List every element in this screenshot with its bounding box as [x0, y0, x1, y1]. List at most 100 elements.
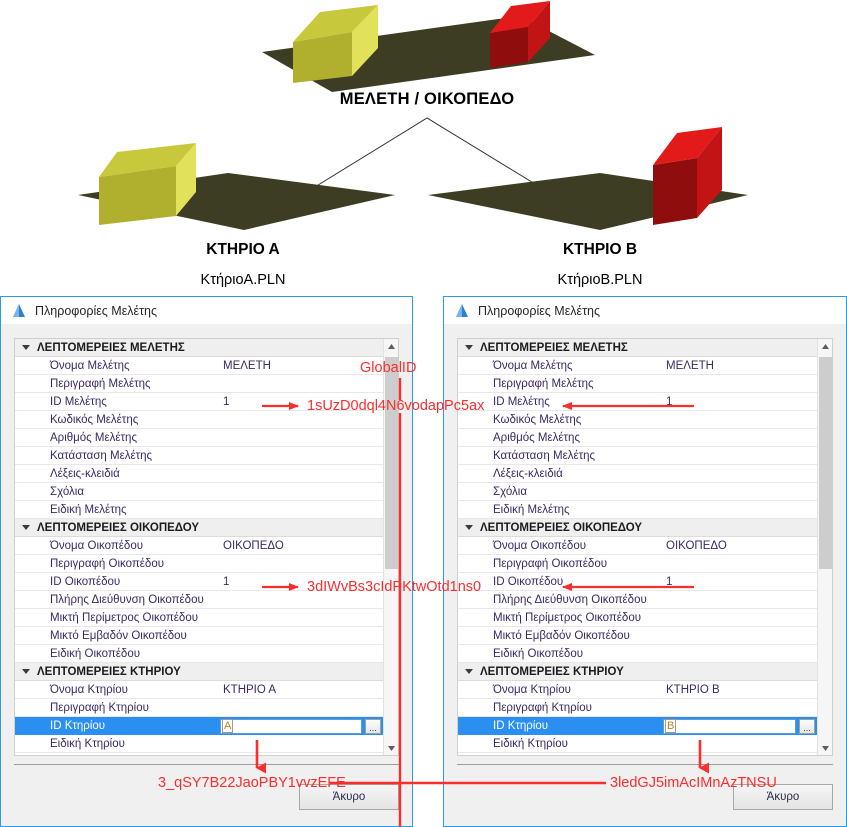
property-group-header[interactable]: ΛΕΠΤΟΜΕΡΕΙΕΣ ΜΕΛΕΤΗΣ: [15, 339, 383, 357]
property-row[interactable]: Περιγραφή Μελέτης: [15, 375, 383, 393]
building-id-input[interactable]: A: [220, 718, 362, 734]
property-row[interactable]: ID Μελέτης 1: [458, 393, 817, 411]
property-row[interactable]: Περιγραφή Οικοπέδου: [458, 555, 817, 573]
property-row[interactable]: Όνομα Οικοπέδου ΟΙΚΟΠΕΔΟ: [15, 537, 383, 555]
property-row[interactable]: Όνομα Κτηρίου ΚΤΗΡΙΟ Α: [15, 681, 383, 699]
property-group-header[interactable]: ΛΕΠΤΟΜΕΡΕΙΕΣ ΟΙΚΟΠΕΔΟΥ: [15, 519, 383, 537]
property-row[interactable]: Μικτή Περίμετρος Οικοπέδου: [458, 609, 817, 627]
property-row[interactable]: Ειδική Κτηρίου: [15, 735, 383, 753]
browse-ellipsis-button[interactable]: ...: [799, 718, 815, 734]
scroll-up-arrow-icon[interactable]: [384, 339, 399, 353]
property-label: Μικτή Περίμετρος Οικοπέδου: [50, 611, 199, 624]
property-group-header[interactable]: ΛΕΠΤΟΜΕΡΕΙΕΣ ΚΤΗΡΙΟΥ: [458, 663, 817, 681]
chevron-down-icon[interactable]: [15, 524, 37, 532]
property-row-selected[interactable]: ID Κτηρίου A...: [15, 717, 383, 735]
property-value: 1: [666, 575, 673, 588]
property-row[interactable]: Κατάσταση Μελέτης: [458, 447, 817, 465]
property-row[interactable]: Ειδική Οικοπέδου: [458, 645, 817, 663]
chevron-down-icon[interactable]: [15, 668, 37, 676]
property-row[interactable]: Ειδική Κτηρίου: [458, 735, 817, 753]
dialog-body-left: ΛΕΠΤΟΜΕΡΕΙΕΣ ΜΕΛΕΤΗΣ Όνομα Μελέτης ΜΕΛΕΤΗ Π…: [1, 324, 412, 764]
property-row[interactable]: Περιγραφή Οικοπέδου: [15, 555, 383, 573]
property-grid-left[interactable]: ΛΕΠΤΟΜΕΡΕΙΕΣ ΜΕΛΕΤΗΣ Όνομα Μελέτης ΜΕΛΕΤΗ Π…: [14, 338, 399, 756]
property-group-header[interactable]: ΛΕΠΤΟΜΕΡΕΙΕΣ ΟΙΚΟΠΕΔΟΥ: [458, 519, 817, 537]
dialog-title-left: Πληροφορίες Μελέτης: [35, 303, 158, 318]
property-label: ID Μελέτης: [50, 395, 107, 408]
property-group-header[interactable]: ΛΕΠΤΟΜΕΡΕΙΕΣ ΜΕΛΕΤΗΣ: [458, 339, 817, 357]
property-edit-cell[interactable]: A...: [220, 718, 381, 734]
property-label: ID Κτηρίου: [50, 719, 106, 732]
property-grid-rows-left: ΛΕΠΤΟΜΕΡΕΙΕΣ ΜΕΛΕΤΗΣ Όνομα Μελέτης ΜΕΛΕΤΗ Π…: [15, 339, 383, 755]
property-row[interactable]: Λέξεις-κλειδιά: [458, 465, 817, 483]
chevron-down-icon[interactable]: [458, 344, 480, 352]
property-row[interactable]: Μικτό Εμβαδόν Οικοπέδου: [458, 627, 817, 645]
property-value: ΜΕΛΕΤΗ: [223, 359, 271, 372]
property-row[interactable]: Μικτό Εμβαδόν Οικοπέδου: [15, 627, 383, 645]
property-row[interactable]: Κωδικός Μελέτης: [15, 411, 383, 429]
property-label: Μικτή Περίμετρος Οικοπέδου: [493, 611, 642, 624]
house-yellow-left-wall: [99, 166, 176, 225]
property-grid-right[interactable]: ΛΕΠΤΟΜΕΡΕΙΕΣ ΜΕΛΕΤΗΣ Όνομα Μελέτης ΜΕΛΕΤΗ Π…: [457, 338, 833, 756]
property-row[interactable]: ID Μελέτης 1: [15, 393, 383, 411]
scroll-up-arrow-icon[interactable]: [818, 339, 833, 353]
property-row[interactable]: Όνομα Μελέτης ΜΕΛΕΤΗ: [15, 357, 383, 375]
vertical-scrollbar-left[interactable]: [383, 339, 398, 755]
dialog-titlebar-left[interactable]: Πληροφορίες Μελέτης: [1, 297, 412, 324]
house-red-top-front: [528, 1, 550, 62]
project-info-dialog-left[interactable]: Πληροφορίες Μελέτης ΛΕΠΤΟΜΕΡΕΙΕΣ ΜΕΛΕΤΗΣ…: [0, 296, 413, 827]
house-red-top-roof: [490, 1, 550, 33]
property-label: Κατάσταση Μελέτης: [493, 449, 596, 462]
scroll-down-arrow-icon[interactable]: [384, 741, 399, 755]
chevron-down-icon[interactable]: [458, 524, 480, 532]
property-label: Ειδική Οικοπέδου: [493, 647, 584, 660]
chevron-down-icon[interactable]: [15, 344, 37, 352]
property-row[interactable]: Περιγραφή Κτηρίου: [458, 699, 817, 717]
diagram-left-file: ΚτήριοΑ.PLN: [201, 272, 286, 288]
property-row[interactable]: Αριθμός Μελέτης: [15, 429, 383, 447]
property-row[interactable]: ID Οικοπέδου 1: [15, 573, 383, 591]
property-row[interactable]: Αριθμός Μελέτης: [458, 429, 817, 447]
dialog-footer-left: Άκυρο: [1, 764, 412, 826]
building-id-input[interactable]: B: [663, 718, 796, 734]
property-row[interactable]: Περιγραφή Μελέτης: [458, 375, 817, 393]
dialog-titlebar-right[interactable]: Πληροφορίες Μελέτης: [444, 297, 846, 324]
globalid-caption: GlobalID: [360, 360, 417, 376]
house-red-top-left-wall: [490, 27, 528, 68]
property-row[interactable]: Κωδικός Μελέτης: [458, 411, 817, 429]
property-row[interactable]: Κατάσταση Μελέτης: [15, 447, 383, 465]
property-row[interactable]: Ειδική Μελέτης: [15, 501, 383, 519]
project-info-dialog-right[interactable]: Πληροφορίες Μελέτης ΛΕΠΤΟΜΕΡΕΙΕΣ ΜΕΛΕΤΗΣ…: [443, 296, 847, 827]
house-yellow-top-front: [352, 5, 378, 76]
property-row[interactable]: Ειδική Μελέτης: [458, 501, 817, 519]
cancel-button-left[interactable]: Άκυρο: [299, 784, 399, 810]
house-yellow-top-left-wall: [293, 32, 352, 83]
property-edit-cell[interactable]: B...: [663, 718, 815, 734]
scrollbar-thumb-right[interactable]: [819, 357, 832, 569]
building-id-input-value: B: [665, 719, 677, 733]
scroll-down-arrow-icon[interactable]: [818, 741, 833, 755]
property-row[interactable]: Όνομα Κτηρίου ΚΤΗΡΙΟ Β: [458, 681, 817, 699]
property-row[interactable]: Λέξεις-κλειδιά: [15, 465, 383, 483]
property-row-selected[interactable]: ID Κτηρίου B...: [458, 717, 817, 735]
project-guid-text: 1sUzD0dql4N6vodapPc5ax: [307, 398, 485, 414]
scrollbar-thumb-left[interactable]: [385, 357, 398, 569]
property-row[interactable]: Σχόλια: [458, 483, 817, 501]
vertical-scrollbar-right[interactable]: [817, 339, 832, 755]
property-row[interactable]: Ειδική Οικοπέδου: [15, 645, 383, 663]
property-group-header[interactable]: ΛΕΠΤΟΜΕΡΕΙΕΣ ΚΤΗΡΙΟΥ: [15, 663, 383, 681]
property-row[interactable]: Περιγραφή Κτηρίου: [15, 699, 383, 717]
property-row[interactable]: Πλήρης Διεύθυνση Οικοπέδου: [15, 591, 383, 609]
property-row[interactable]: Όνομα Μελέτης ΜΕΛΕΤΗ: [458, 357, 817, 375]
property-row[interactable]: Μικτή Περίμετρος Οικοπέδου: [15, 609, 383, 627]
property-row[interactable]: Σχόλια: [15, 483, 383, 501]
property-label: Όνομα Μελέτης: [50, 359, 130, 372]
cancel-button-right[interactable]: Άκυρο: [733, 784, 833, 810]
property-row[interactable]: ID Οικοπέδου 1: [458, 573, 817, 591]
property-row[interactable]: Όνομα Οικοπέδου ΟΙΚΟΠΕΔΟ: [458, 537, 817, 555]
left-building-illustration: [78, 143, 395, 230]
property-row[interactable]: Πλήρης Διεύθυνση Οικοπέδου: [458, 591, 817, 609]
property-value: 1: [223, 575, 230, 588]
property-group-label: ΛΕΠΤΟΜΕΡΕΙΕΣ ΟΙΚΟΠΕΔΟΥ: [37, 521, 200, 534]
browse-ellipsis-button[interactable]: ...: [365, 718, 381, 734]
chevron-down-icon[interactable]: [458, 668, 480, 676]
